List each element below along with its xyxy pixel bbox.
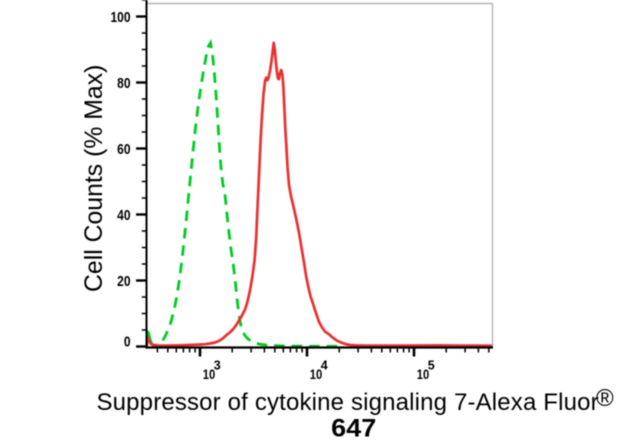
svg-text:100: 100: [110, 9, 130, 26]
svg-text:4: 4: [321, 359, 328, 373]
svg-text:10: 10: [417, 367, 429, 382]
svg-text:Cell Counts (% Max): Cell Counts (% Max): [81, 65, 108, 292]
svg-text:80: 80: [117, 75, 130, 92]
svg-text:40: 40: [117, 207, 130, 224]
svg-text:10: 10: [203, 367, 215, 382]
svg-text:60: 60: [117, 141, 130, 158]
svg-text:3: 3: [214, 359, 221, 373]
svg-text:647: 647: [331, 413, 376, 442]
svg-text:5: 5: [428, 359, 435, 373]
svg-text:10: 10: [310, 367, 322, 382]
svg-text:20: 20: [117, 273, 130, 290]
svg-text:0: 0: [124, 333, 131, 350]
svg-text:Suppressor of cytokine signali: Suppressor of cytokine signaling 7-Alexa…: [97, 389, 599, 416]
svg-text:®: ®: [596, 385, 614, 412]
